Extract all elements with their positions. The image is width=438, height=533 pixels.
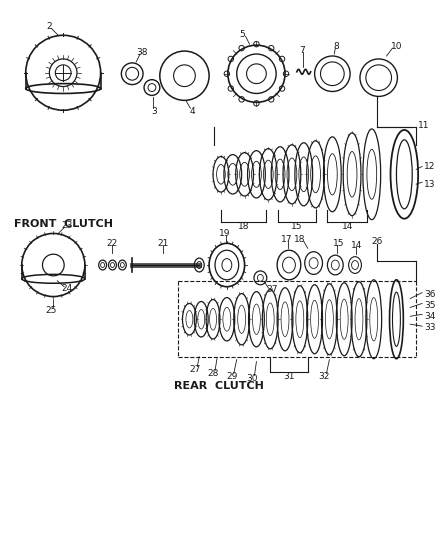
Text: 18: 18 (294, 235, 306, 244)
Text: 15: 15 (332, 239, 344, 248)
Text: 15: 15 (291, 222, 303, 231)
Text: 12: 12 (424, 162, 435, 171)
Text: 34: 34 (424, 312, 435, 321)
Text: 23: 23 (61, 221, 73, 230)
Text: 5: 5 (240, 30, 246, 39)
Text: 30: 30 (247, 374, 258, 383)
Text: 13: 13 (424, 180, 435, 189)
Text: 2: 2 (46, 22, 52, 31)
Text: 17: 17 (281, 235, 293, 244)
Text: 10: 10 (391, 42, 402, 51)
Text: 31: 31 (283, 372, 295, 381)
Text: REAR  CLUTCH: REAR CLUTCH (174, 381, 264, 391)
Text: 37: 37 (266, 285, 278, 294)
Text: 4: 4 (190, 107, 195, 116)
Text: 19: 19 (219, 229, 231, 238)
Text: 25: 25 (46, 306, 57, 315)
Text: 3: 3 (151, 107, 157, 116)
Text: 24: 24 (61, 284, 73, 293)
Text: 38: 38 (136, 47, 148, 56)
Text: 33: 33 (424, 322, 435, 332)
Text: 21: 21 (157, 239, 169, 248)
Text: 7: 7 (299, 46, 305, 54)
Text: FRONT  CLUTCH: FRONT CLUTCH (14, 219, 113, 229)
Text: 14: 14 (342, 222, 353, 231)
Text: 18: 18 (238, 222, 249, 231)
Text: 14: 14 (351, 241, 363, 250)
Text: 35: 35 (424, 301, 435, 310)
Text: 29: 29 (226, 372, 237, 381)
Text: 32: 32 (319, 372, 330, 381)
Text: 22: 22 (107, 239, 118, 248)
Text: 11: 11 (418, 120, 430, 130)
Text: 36: 36 (424, 290, 435, 299)
Text: 8: 8 (333, 42, 339, 51)
Text: 28: 28 (207, 369, 219, 378)
Text: 27: 27 (190, 365, 201, 374)
Text: 26: 26 (371, 237, 382, 246)
